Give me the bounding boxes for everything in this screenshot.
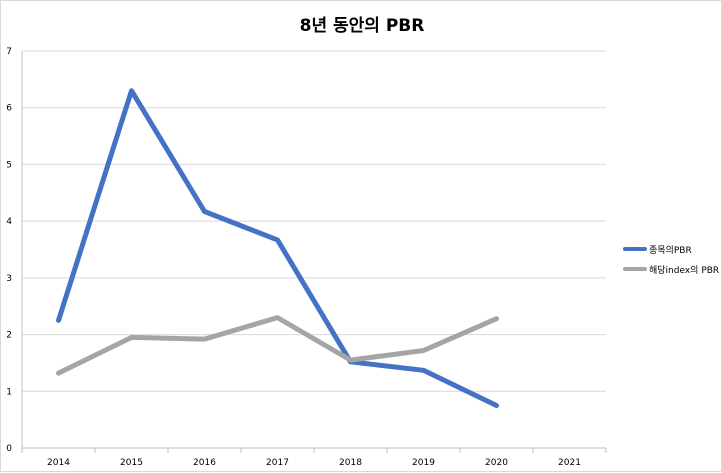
x-tick-label: 2018 bbox=[339, 458, 362, 468]
legend-item-series-2: 해당index의 PBR bbox=[623, 259, 719, 279]
legend-label-series-1: 종목의PBR bbox=[649, 245, 692, 256]
x-tick-label: 2021 bbox=[558, 458, 581, 468]
legend-swatch-series-1 bbox=[623, 247, 647, 251]
legend-item-series-1: 종목의PBR bbox=[623, 239, 719, 259]
y-tick-label: 4 bbox=[6, 217, 12, 227]
legend: 종목의PBR 해당index의 PBR bbox=[623, 239, 719, 279]
x-tick-label: 2015 bbox=[120, 458, 143, 468]
x-tick-label: 2019 bbox=[412, 458, 435, 468]
x-tick-label: 2017 bbox=[266, 458, 289, 468]
y-tick-label: 0 bbox=[6, 444, 12, 454]
y-tick-label: 3 bbox=[6, 274, 12, 284]
x-tick-label: 2014 bbox=[47, 458, 70, 468]
y-tick-label: 1 bbox=[6, 387, 12, 397]
y-tick-label: 2 bbox=[6, 331, 12, 341]
y-tick-label: 7 bbox=[6, 47, 12, 57]
legend-label-series-2: 해당index의 PBR bbox=[649, 265, 720, 276]
y-tick-label: 5 bbox=[6, 160, 12, 170]
x-tick-label: 2016 bbox=[193, 458, 216, 468]
chart-title: 8년 동안의 PBR bbox=[299, 16, 425, 36]
x-tick-label: 2020 bbox=[485, 458, 508, 468]
series-line-2 bbox=[56, 315, 499, 376]
legend-swatch-series-2 bbox=[623, 267, 647, 271]
series-line-1 bbox=[56, 88, 499, 408]
y-tick-label: 6 bbox=[6, 104, 12, 114]
